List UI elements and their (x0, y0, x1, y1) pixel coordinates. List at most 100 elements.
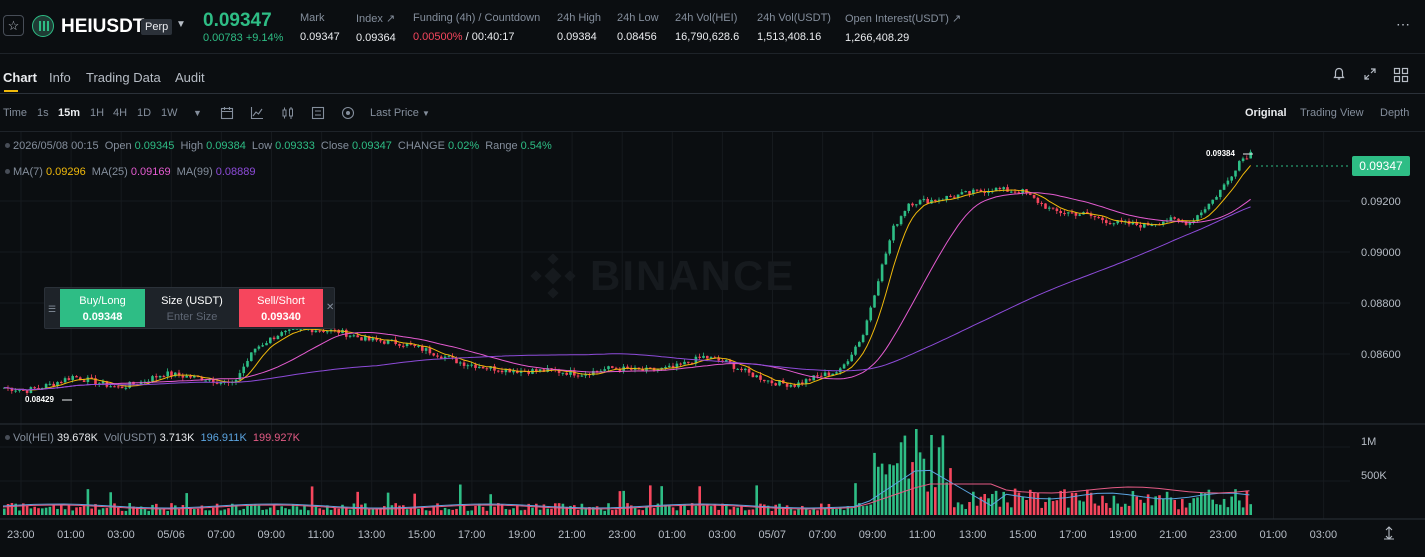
volume-bar (409, 508, 413, 515)
candle-body (1006, 187, 1009, 192)
timeframe-1w[interactable]: 1W (161, 107, 178, 119)
volume-bar (1177, 509, 1180, 515)
candle-body (656, 369, 660, 371)
volume-legend: Vol(HEI) 39.678K Vol(USDT) 3.713K 196.911K… (5, 432, 303, 444)
candle-body (835, 372, 838, 374)
favorite-star-icon[interactable]: ☆ (3, 15, 24, 36)
symbol-name[interactable]: HEIUSDT (61, 16, 145, 37)
sell-short-button[interactable]: Sell/Short 0.09340 (239, 289, 323, 327)
candle-body (219, 382, 223, 384)
volume-bar (367, 508, 371, 515)
volume-bar (288, 509, 291, 515)
tab-chart[interactable]: Chart (3, 70, 37, 85)
volume-bar (307, 510, 310, 515)
volume-bar (474, 505, 477, 515)
candle-body (98, 383, 101, 385)
volume-bar (922, 458, 926, 515)
calendar-icon[interactable] (220, 106, 234, 120)
volume-bar (1173, 500, 1176, 515)
volume-bar (694, 505, 698, 515)
layout-grid-icon[interactable] (1393, 67, 1409, 83)
volume-bar (185, 493, 188, 515)
tab-trading-data[interactable]: Trading Data (86, 70, 161, 85)
volume-bar (747, 509, 751, 515)
ohlc-close: 0.09347 (352, 140, 392, 152)
legend-toggle-icon[interactable] (5, 169, 10, 174)
tab-audit[interactable]: Audit (175, 70, 205, 85)
legend-toggle-icon[interactable] (5, 143, 10, 148)
drag-handle-icon[interactable]: ☰ (48, 304, 57, 314)
candle-body (67, 378, 71, 380)
volume-bar (622, 490, 625, 515)
volume-bar (785, 505, 789, 515)
candle-body (367, 335, 371, 341)
stat-label: Index ↗ (356, 13, 396, 25)
legend-toggle-icon[interactable] (5, 435, 10, 440)
ma7-line (4, 165, 1251, 391)
timeframe-dropdown-icon[interactable]: ▼ (193, 108, 202, 118)
close-icon[interactable]: ✕ (326, 302, 335, 313)
volume-bar (671, 507, 675, 515)
candle-body (1219, 189, 1222, 198)
stat-mark: Mark 0.09347 (300, 12, 340, 43)
view-original[interactable]: Original (1245, 107, 1287, 119)
volume-bar (71, 510, 74, 515)
bell-icon[interactable] (1332, 67, 1346, 81)
candle-body (873, 295, 876, 308)
candle-body (75, 376, 78, 378)
stat-24h-vol-hei: 24h Vol(HEI) 16,790,628.6 (675, 12, 739, 43)
candle-body (915, 204, 918, 206)
price-chart[interactable] (0, 132, 1425, 557)
timeframe-1d[interactable]: 1D (137, 107, 152, 119)
candle-body (1021, 189, 1024, 194)
buy-long-button[interactable]: Buy/Long 0.09348 (60, 289, 145, 327)
view-depth[interactable]: Depth (1380, 107, 1410, 119)
candle-body (808, 379, 812, 381)
candle-body (314, 330, 318, 333)
timeframe-15m[interactable]: 15m (58, 107, 81, 119)
chart-type-icon[interactable] (281, 106, 295, 120)
indicator-icon[interactable] (250, 106, 264, 120)
candle-body (478, 366, 481, 368)
candle-body (162, 375, 166, 377)
time-axis-label: 01:00 (658, 529, 686, 541)
candle-body (516, 370, 519, 373)
size-input[interactable] (149, 311, 235, 323)
candle-body (614, 367, 618, 369)
volume-bar (1146, 494, 1150, 515)
candle-body (576, 375, 580, 377)
settings-icon[interactable] (311, 106, 325, 120)
volume-bar (987, 498, 990, 515)
stat-value: 0.08456 (617, 31, 657, 43)
volume-bar (918, 452, 922, 515)
stat-index[interactable]: Index ↗ 0.09364 (356, 12, 396, 44)
expand-icon[interactable] (1363, 67, 1377, 81)
volume-bar (1074, 492, 1078, 515)
more-options-icon[interactable]: ⋯ (1396, 16, 1411, 32)
tab-info[interactable]: Info (49, 70, 71, 85)
candle-body (1036, 197, 1040, 203)
volume-bar (827, 503, 831, 515)
timeframe-1h[interactable]: 1H (90, 107, 105, 119)
timeframe-1s[interactable]: 1s (37, 107, 49, 119)
stat-open-interest[interactable]: Open Interest(USDT) ↗ 1,266,408.29 (845, 12, 961, 44)
timeframe-4h[interactable]: 4H (113, 107, 128, 119)
volume-bar (782, 507, 785, 515)
candle-body (747, 368, 751, 373)
volume-bar (1150, 505, 1154, 515)
volume-bar (390, 505, 394, 515)
volume-bar (630, 505, 633, 515)
fit-axis-icon[interactable] (1382, 526, 1396, 540)
candle-body (212, 379, 215, 383)
candle-body (599, 370, 603, 372)
price-type-select[interactable]: Last Price ▼ (370, 107, 430, 119)
view-trading-view[interactable]: Trading View (1300, 107, 1364, 119)
candle-body (310, 328, 314, 333)
volume-bar (60, 504, 63, 515)
candle-body (1048, 207, 1051, 209)
depth-toggle-icon[interactable] (341, 106, 355, 120)
volume-bar (333, 507, 337, 515)
symbol-dropdown-icon[interactable]: ▼ (176, 19, 186, 30)
volume-bar (120, 510, 124, 515)
volume-bar (6, 504, 10, 515)
